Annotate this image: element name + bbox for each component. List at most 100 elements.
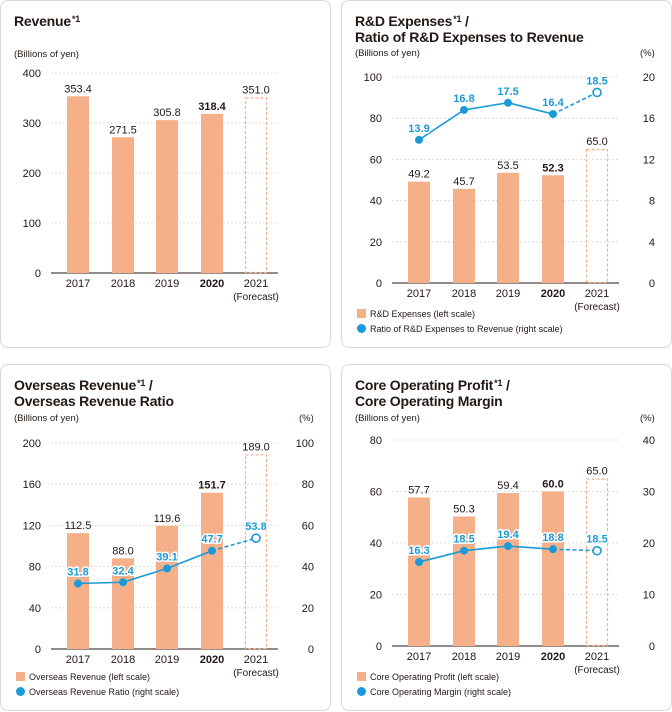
- bar: [67, 96, 89, 273]
- footnote-mark: *1: [453, 14, 462, 24]
- bar-value-label: 53.5: [497, 160, 518, 172]
- forecast-label: (Forecast): [233, 668, 279, 679]
- y-tick-label: 20: [370, 237, 382, 249]
- x-tick-label: 2020: [200, 654, 224, 666]
- bar-legend-swatch: [357, 309, 366, 318]
- bar-value-label: 318.4: [198, 101, 226, 113]
- overseas-revenue-panel: Overseas Revenue*1 /Overseas Revenue Rat…: [0, 364, 331, 711]
- y-right-tick-label: 40: [643, 435, 655, 447]
- y-tick-label: 40: [29, 603, 41, 615]
- y-right-tick-label: 60: [302, 520, 314, 532]
- x-tick-label: 2019: [496, 288, 520, 300]
- footnote-mark: *1: [494, 378, 503, 388]
- data-point: [460, 546, 468, 555]
- bar-legend-swatch: [357, 672, 366, 681]
- x-tick-label: 2019: [155, 654, 179, 666]
- x-tick-label: 2017: [407, 288, 431, 300]
- forecast-point: [592, 545, 602, 556]
- title-text: Core Operating Margin: [355, 393, 503, 409]
- y-right-tick-label: 20: [643, 72, 655, 84]
- x-tick-label: 2018: [452, 651, 476, 663]
- bar: [453, 516, 475, 646]
- series-line: [77, 549, 213, 585]
- bar: [453, 188, 475, 283]
- legend-bar-label: Overseas Revenue (left scale): [29, 671, 151, 682]
- title-text: Ratio of R&D Expenses to Revenue: [355, 29, 584, 45]
- y-tick-label: 0: [376, 278, 382, 290]
- x-tick-label: 2021: [244, 278, 268, 290]
- chart-title-line: Revenue*1: [14, 13, 80, 29]
- forecast-point: [592, 87, 602, 98]
- footnote-mark: *1: [71, 14, 81, 24]
- line-value-label: 18.5: [586, 75, 607, 87]
- title-separator: /: [502, 377, 510, 393]
- legend-bar-label: R&D Expenses (left scale): [370, 308, 476, 319]
- legend-line-label: Core Operating Margin (right scale): [370, 686, 512, 697]
- title-separator: /: [145, 377, 153, 393]
- x-tick-label: 2018: [111, 278, 135, 290]
- data-point: [415, 135, 423, 144]
- line-value-label: 39.1: [156, 551, 177, 563]
- title-text: Overseas Revenue: [14, 377, 137, 393]
- data-point: [504, 98, 512, 107]
- chart-legend: R&D Expenses (left scale) Ratio of R&D E…: [357, 306, 563, 336]
- y-tick-label: 0: [35, 268, 41, 280]
- y-right-tick-label: 0: [649, 641, 655, 653]
- bar-value-label: 88.0: [112, 545, 133, 557]
- series-line-forecast: [211, 537, 257, 552]
- y-right-tick-label: 12: [643, 154, 655, 166]
- bar-value-label: 151.7: [198, 480, 226, 492]
- chart-title-line: Overseas Revenue Ratio: [14, 393, 174, 409]
- y-tick-label: 160: [23, 479, 41, 491]
- bar-value-label: 305.8: [153, 107, 181, 119]
- y-tick-label: 200: [23, 168, 41, 180]
- bar: [408, 497, 430, 646]
- bar-value-label: 119.6: [154, 513, 181, 525]
- data-point: [208, 546, 216, 555]
- data-point: [163, 564, 171, 573]
- chart-title-line: Overseas Revenue*1 /: [14, 377, 174, 393]
- title-text: Overseas Revenue Ratio: [14, 393, 174, 409]
- chart-title-line: R&D Expenses*1 /: [355, 13, 584, 29]
- line-value-label: 13.9: [408, 123, 429, 135]
- line-value-label: 53.8: [245, 521, 266, 533]
- chart-title-line: Core Operating Margin: [355, 393, 510, 409]
- bar-value-label: 271.5: [109, 124, 137, 136]
- y-tick-label: 120: [23, 520, 41, 532]
- bar-value-label: 189.0: [242, 441, 270, 453]
- bar-value-label: 65.0: [586, 136, 607, 148]
- bar: [156, 120, 178, 273]
- bar: [497, 493, 519, 646]
- x-tick-label: 2018: [452, 288, 476, 300]
- x-tick-label: 2020: [541, 651, 565, 663]
- y-right-tick-label: 0: [308, 644, 314, 656]
- bar-value-label: 45.7: [453, 176, 474, 188]
- data-point: [549, 110, 557, 119]
- chart-title: Core Operating Profit*1 /Core Operating …: [355, 377, 510, 409]
- x-tick-label: 2020: [541, 288, 565, 300]
- data-point: [415, 558, 423, 567]
- chart-title: R&D Expenses*1 /Ratio of R&D Expenses to…: [355, 13, 584, 45]
- line-value-label: 18.5: [586, 534, 607, 546]
- bar: [408, 181, 430, 283]
- forecast-bar: [585, 149, 609, 284]
- y-right-tick-label: 10: [643, 590, 655, 602]
- forecast-label: (Forecast): [233, 292, 279, 303]
- line-value-label: 16.3: [408, 545, 429, 557]
- revenue-chart: 0 100 200 300 400 353.4 271.5 305.8 318.4 351.0 20…: [23, 68, 279, 303]
- forecast-label: (Forecast): [574, 302, 620, 313]
- bar-value-label: 49.2: [408, 169, 429, 181]
- y-tick-label: 400: [23, 68, 41, 80]
- bar-legend-swatch: [16, 672, 25, 681]
- title-text: Revenue: [14, 13, 71, 29]
- y-tick-label: 0: [376, 641, 382, 653]
- data-point: [460, 105, 468, 114]
- x-tick-label: 2021: [244, 654, 268, 666]
- x-tick-label: 2019: [496, 651, 520, 663]
- y-tick-label: 60: [370, 487, 382, 499]
- y-axis-unit-left: (Billions of yen): [14, 49, 79, 60]
- y-right-tick-label: 80: [302, 479, 314, 491]
- bar-value-label: 351.0: [242, 85, 270, 97]
- bar-value-label: 52.3: [542, 162, 563, 174]
- y-axis-unit-right: (%): [299, 413, 314, 424]
